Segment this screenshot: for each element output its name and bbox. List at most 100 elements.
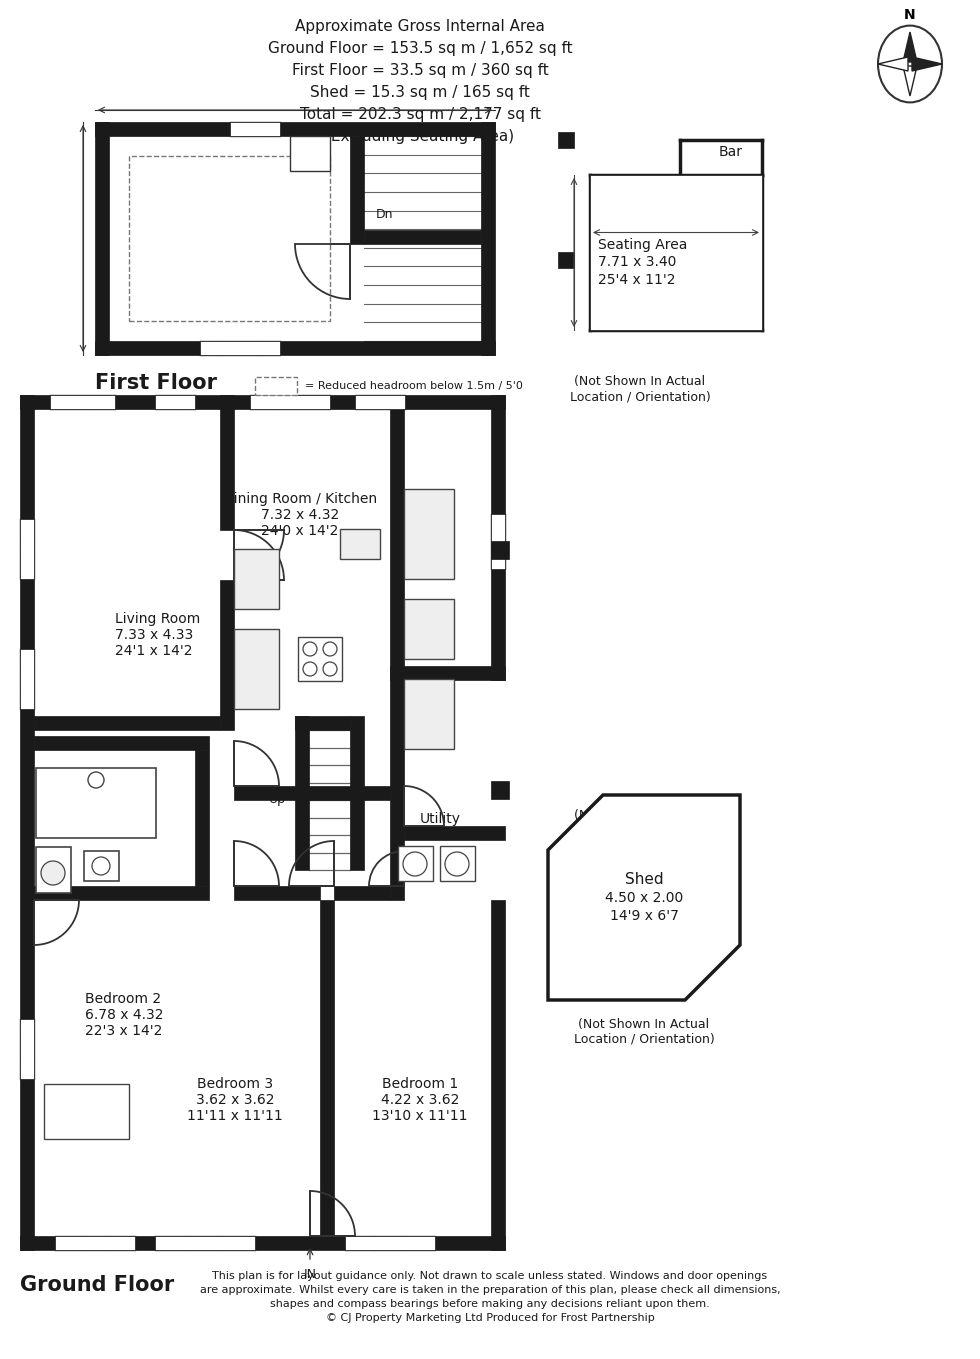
Text: Ground Floor = 153.5 sq m / 1,652 sq ft: Ground Floor = 153.5 sq m / 1,652 sq ft bbox=[268, 41, 572, 56]
Text: Bedroom 1: Bedroom 1 bbox=[382, 1076, 458, 1091]
Bar bbox=[36, 847, 71, 893]
Text: 4.50 x 2.00: 4.50 x 2.00 bbox=[605, 890, 683, 905]
Text: Seating Area: Seating Area bbox=[598, 238, 687, 251]
Bar bbox=[20, 395, 505, 409]
Bar bbox=[491, 395, 505, 680]
Text: 24'1 x 14'2: 24'1 x 14'2 bbox=[115, 644, 192, 658]
Bar bbox=[95, 122, 109, 355]
Bar bbox=[320, 900, 334, 1235]
Text: Shed = 15.3 sq m / 165 sq ft: Shed = 15.3 sq m / 165 sq ft bbox=[310, 86, 530, 101]
Bar bbox=[234, 629, 279, 709]
Bar bbox=[295, 716, 309, 870]
Text: Bedroom 3: Bedroom 3 bbox=[197, 1076, 273, 1091]
Text: Dn: Dn bbox=[376, 208, 394, 220]
Bar bbox=[50, 395, 115, 409]
Bar bbox=[55, 1235, 135, 1250]
Bar bbox=[558, 132, 574, 148]
Bar bbox=[20, 650, 34, 709]
Bar bbox=[340, 529, 380, 559]
Bar bbox=[404, 489, 454, 579]
Bar bbox=[440, 847, 475, 881]
Bar bbox=[220, 395, 234, 530]
Bar bbox=[334, 886, 390, 900]
Text: (Excluding Seating Area): (Excluding Seating Area) bbox=[325, 129, 514, 144]
Bar bbox=[34, 737, 209, 750]
Bar bbox=[84, 851, 119, 881]
Bar bbox=[404, 680, 454, 749]
Text: 15'11 x 12'9: 15'11 x 12'9 bbox=[167, 242, 253, 255]
Text: © CJ Property Marketing Ltd Produced for Frost Partnership: © CJ Property Marketing Ltd Produced for… bbox=[325, 1313, 655, 1324]
Bar bbox=[345, 1235, 435, 1250]
Text: 7.32 x 4.32: 7.32 x 4.32 bbox=[261, 508, 339, 522]
Bar bbox=[491, 900, 505, 1250]
Bar bbox=[95, 122, 495, 136]
Bar bbox=[155, 395, 195, 409]
Bar bbox=[234, 786, 390, 800]
Polygon shape bbox=[903, 67, 917, 96]
Text: 7.33 x 4.33: 7.33 x 4.33 bbox=[115, 628, 193, 641]
Bar bbox=[195, 750, 209, 886]
Text: 7.71 x 3.40: 7.71 x 3.40 bbox=[598, 255, 676, 269]
Polygon shape bbox=[878, 57, 908, 71]
Text: are approximate. Whilst every care is taken in the preparation of this plan, ple: are approximate. Whilst every care is ta… bbox=[200, 1286, 780, 1295]
Bar bbox=[491, 781, 509, 799]
Bar bbox=[350, 136, 364, 245]
Text: 14'9 x 6'7: 14'9 x 6'7 bbox=[610, 909, 678, 923]
Text: Approximate Gross Internal Area: Approximate Gross Internal Area bbox=[295, 19, 545, 34]
Bar bbox=[404, 826, 505, 840]
Bar bbox=[355, 395, 405, 409]
Bar bbox=[255, 376, 297, 395]
Text: 6.78 x 4.32: 6.78 x 4.32 bbox=[85, 1008, 164, 1022]
Bar bbox=[95, 341, 495, 355]
Bar bbox=[20, 519, 34, 579]
Bar bbox=[129, 156, 330, 321]
Bar bbox=[20, 395, 34, 1250]
Text: 24'0 x 14'2: 24'0 x 14'2 bbox=[262, 525, 339, 538]
Bar bbox=[220, 580, 234, 730]
Text: Shed: Shed bbox=[624, 872, 663, 887]
Text: 3.62 x 3.62: 3.62 x 3.62 bbox=[196, 1093, 274, 1108]
Bar bbox=[481, 122, 495, 355]
Polygon shape bbox=[903, 33, 917, 63]
Bar bbox=[290, 136, 330, 171]
Bar bbox=[390, 395, 404, 900]
Bar bbox=[34, 716, 220, 730]
Text: IN: IN bbox=[304, 1268, 317, 1282]
Text: (Not Shown In Actual
Location / Orientation): (Not Shown In Actual Location / Orientat… bbox=[569, 809, 710, 837]
Text: Ground Floor: Ground Floor bbox=[20, 1275, 174, 1295]
Bar bbox=[230, 122, 280, 136]
Bar bbox=[298, 637, 342, 681]
Bar bbox=[200, 341, 280, 355]
Bar bbox=[590, 175, 762, 330]
Bar bbox=[250, 395, 330, 409]
Bar bbox=[295, 716, 350, 730]
Bar bbox=[558, 251, 574, 268]
Text: shapes and compass bearings before making any decisions reliant upon them.: shapes and compass bearings before makin… bbox=[270, 1299, 710, 1309]
Bar bbox=[36, 768, 156, 839]
Bar bbox=[234, 886, 320, 900]
Text: 22'3 x 14'2: 22'3 x 14'2 bbox=[85, 1023, 163, 1038]
Text: Living Room: Living Room bbox=[115, 612, 200, 626]
Polygon shape bbox=[912, 57, 942, 71]
Text: 13'10 x 11'11: 13'10 x 11'11 bbox=[372, 1109, 467, 1123]
Bar bbox=[350, 716, 364, 870]
Text: N: N bbox=[905, 8, 916, 22]
Bar bbox=[20, 1019, 34, 1079]
Text: (Not Shown In Actual
Location / Orientation): (Not Shown In Actual Location / Orientat… bbox=[573, 1018, 714, 1046]
Text: Total = 202.3 sq m / 2,177 sq ft: Total = 202.3 sq m / 2,177 sq ft bbox=[300, 107, 541, 122]
Bar bbox=[404, 599, 454, 659]
Bar bbox=[20, 1235, 505, 1250]
Text: Bedroom 2: Bedroom 2 bbox=[85, 992, 161, 1006]
Text: This plan is for layout guidance only. Not drawn to scale unless stated. Windows: This plan is for layout guidance only. N… bbox=[213, 1271, 767, 1282]
Text: Up: Up bbox=[269, 794, 285, 806]
Text: Bar: Bar bbox=[719, 145, 743, 159]
Text: 4.85 x 3.88: 4.85 x 3.88 bbox=[171, 222, 249, 235]
Bar bbox=[491, 514, 505, 569]
Circle shape bbox=[41, 862, 65, 885]
Polygon shape bbox=[548, 795, 740, 1000]
Bar bbox=[398, 847, 433, 881]
Bar bbox=[34, 886, 209, 900]
Bar bbox=[155, 1235, 255, 1250]
Text: First Floor = 33.5 sq m / 360 sq ft: First Floor = 33.5 sq m / 360 sq ft bbox=[292, 63, 549, 77]
Text: = Reduced headroom below 1.5m / 5'0: = Reduced headroom below 1.5m / 5'0 bbox=[305, 381, 523, 391]
